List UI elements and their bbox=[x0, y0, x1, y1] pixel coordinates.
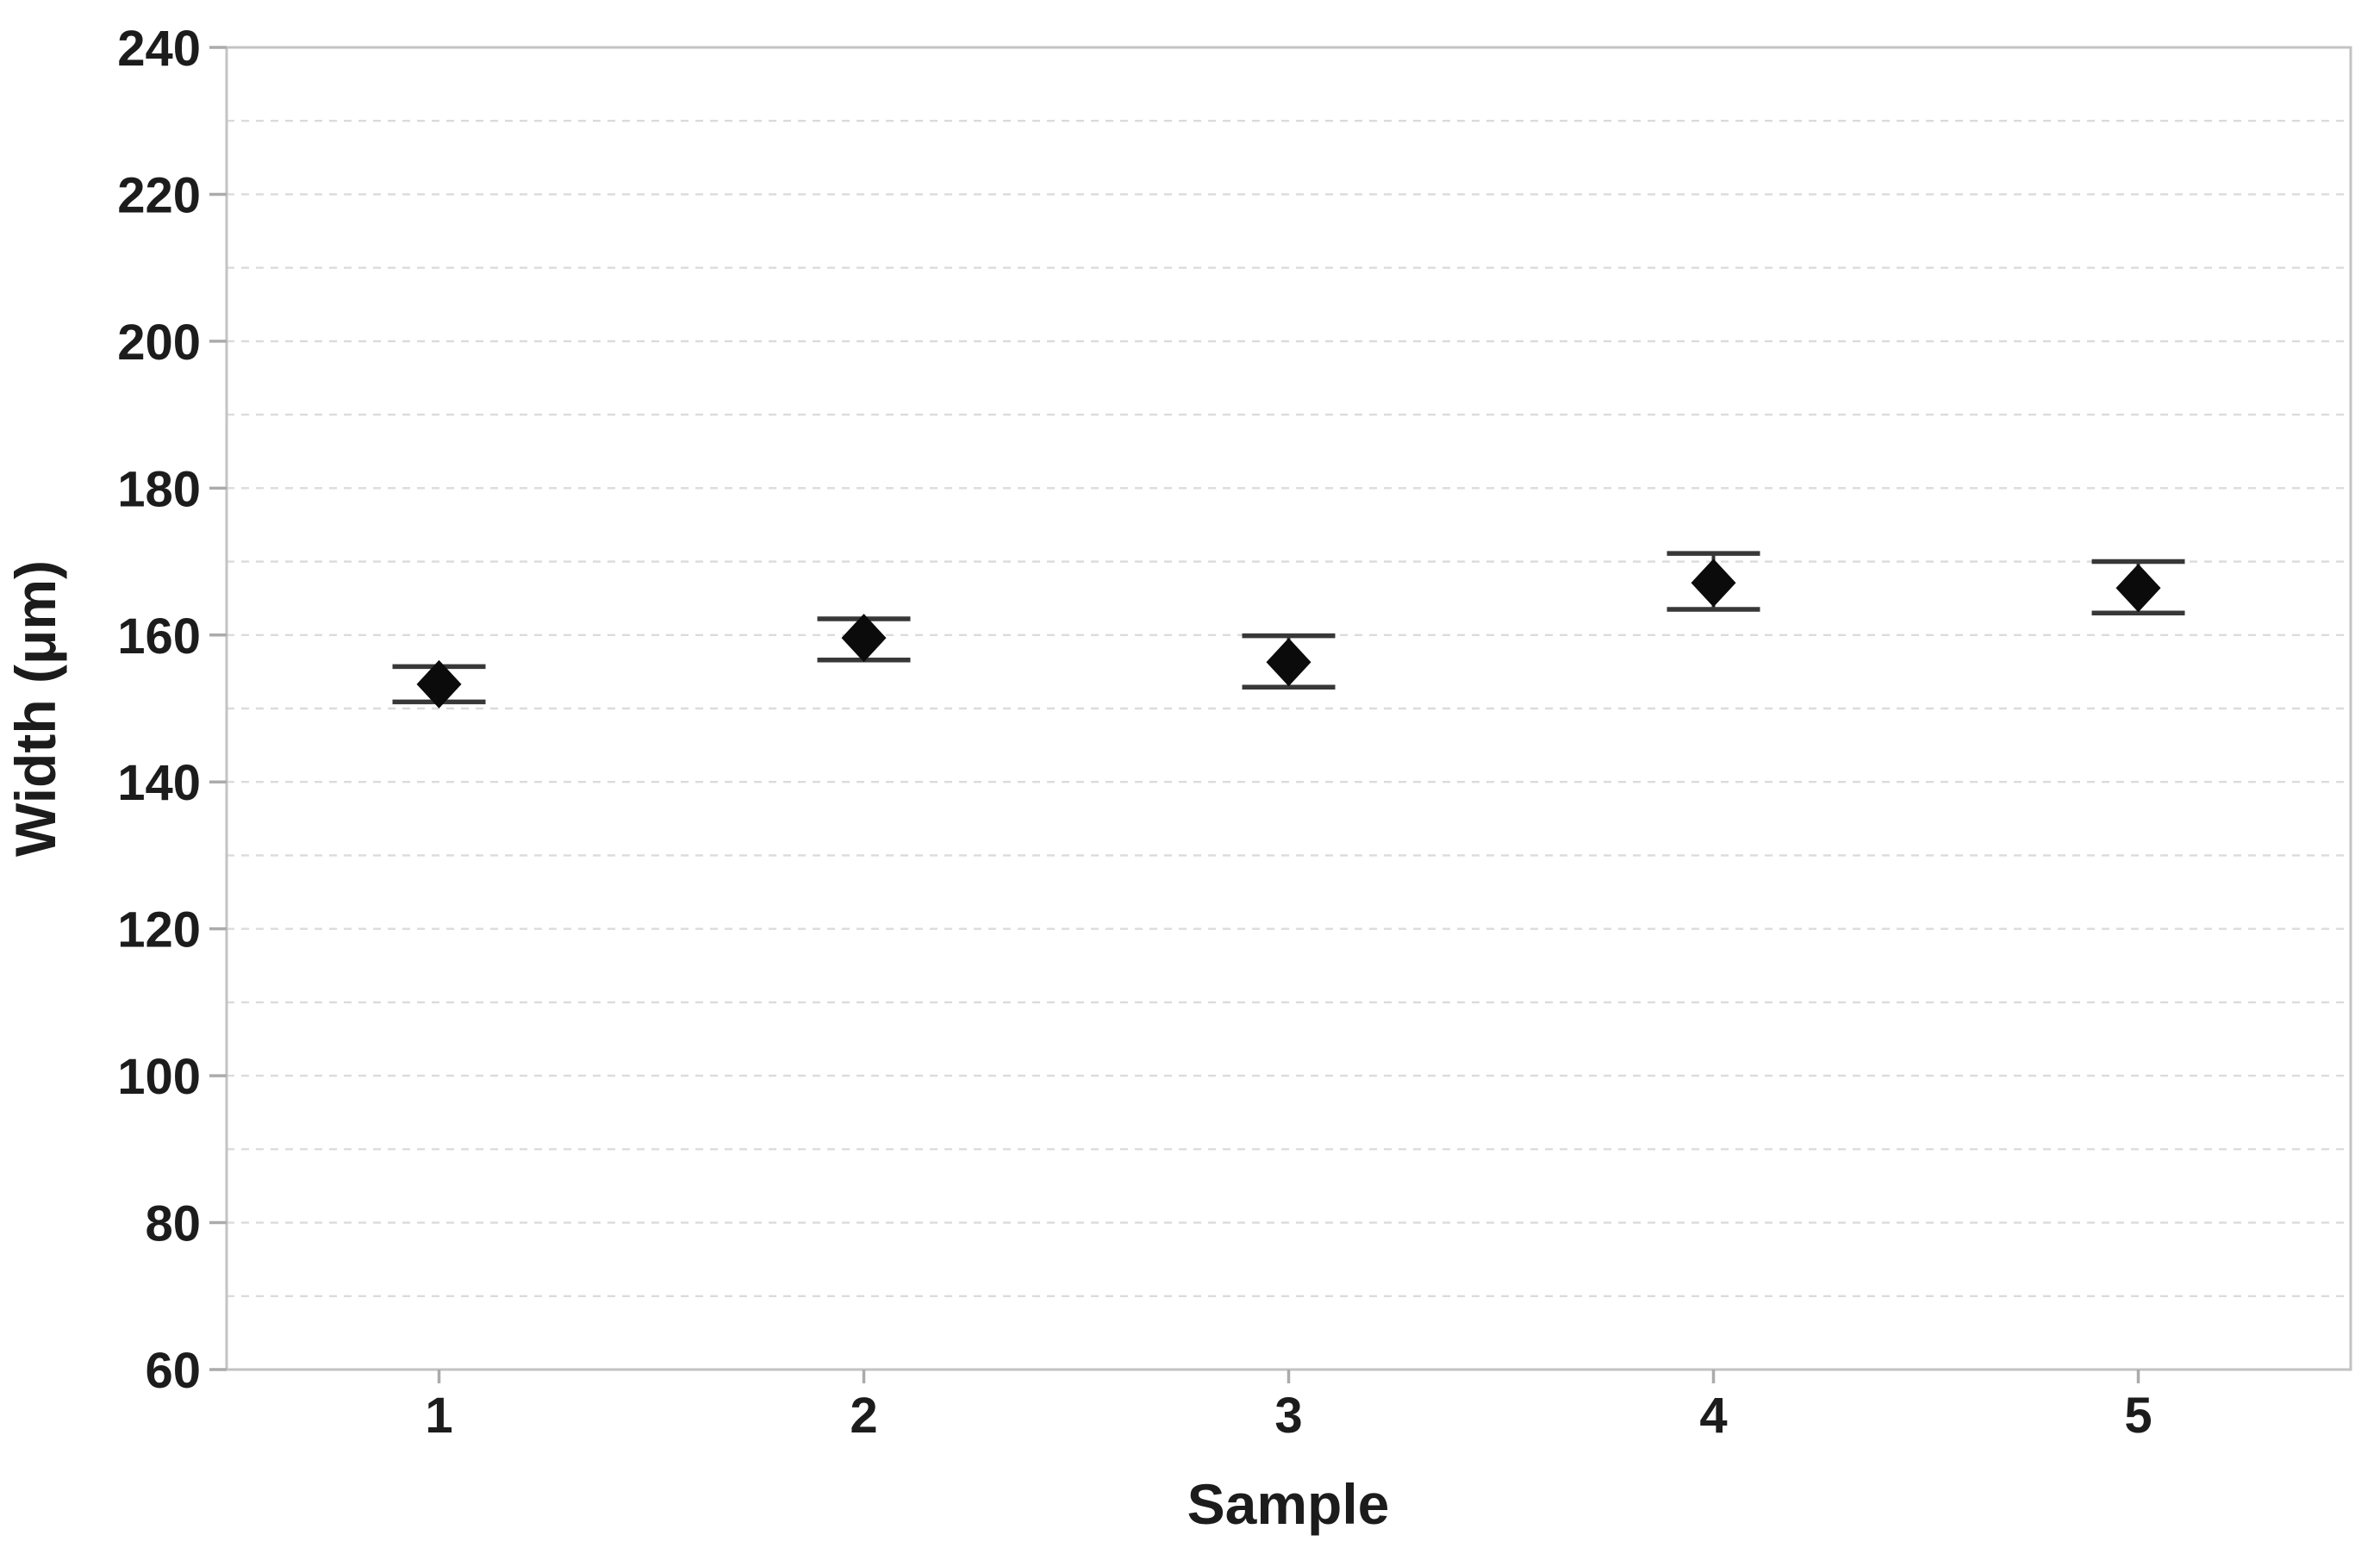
gridlines-layer bbox=[227, 120, 2351, 1297]
x-tick-label-3: 3 bbox=[1274, 1388, 1302, 1444]
y-axis-title: Width (μm) bbox=[3, 560, 67, 857]
y-tick-label-80: 80 bbox=[145, 1196, 201, 1252]
x-tick-label-5: 5 bbox=[2124, 1388, 2152, 1444]
y-tick-label-60: 60 bbox=[145, 1343, 201, 1399]
y-tick-label-160: 160 bbox=[117, 608, 201, 665]
interval-point-sample-2 bbox=[817, 614, 911, 663]
mean-marker-diamond bbox=[416, 659, 462, 708]
x-tick-label-2: 2 bbox=[850, 1388, 877, 1444]
y-tick-label-140: 140 bbox=[117, 755, 201, 811]
x-tick-label-1: 1 bbox=[425, 1388, 452, 1444]
mean-marker-diamond bbox=[2115, 564, 2161, 613]
y-tick-label-120: 120 bbox=[117, 902, 201, 958]
y-tick-label-100: 100 bbox=[117, 1049, 201, 1105]
tick-labels-layer: 60 80 100 120 140 160 180 200 220 240 1 2 3 4 5 bbox=[117, 21, 2152, 1444]
data-series-layer bbox=[392, 551, 2185, 708]
y-tick-label-180: 180 bbox=[117, 461, 201, 517]
axis-ticks-layer bbox=[209, 46, 2140, 1383]
mean-marker-diamond bbox=[1691, 559, 1736, 608]
x-axis-title: Sample bbox=[1187, 1472, 1390, 1536]
y-tick-label-200: 200 bbox=[117, 315, 201, 371]
interval-point-sample-1 bbox=[392, 659, 486, 708]
interval-point-sample-4 bbox=[1667, 551, 1760, 612]
x-tick-label-4: 4 bbox=[1699, 1388, 1727, 1444]
y-tick-label-220: 220 bbox=[117, 167, 201, 223]
y-tick-label-240: 240 bbox=[117, 21, 201, 77]
mean-marker-diamond bbox=[841, 614, 887, 663]
mean-marker-diamond bbox=[1266, 638, 1311, 687]
interval-point-sample-5 bbox=[2091, 559, 2185, 615]
interval-point-sample-3 bbox=[1242, 633, 1336, 690]
